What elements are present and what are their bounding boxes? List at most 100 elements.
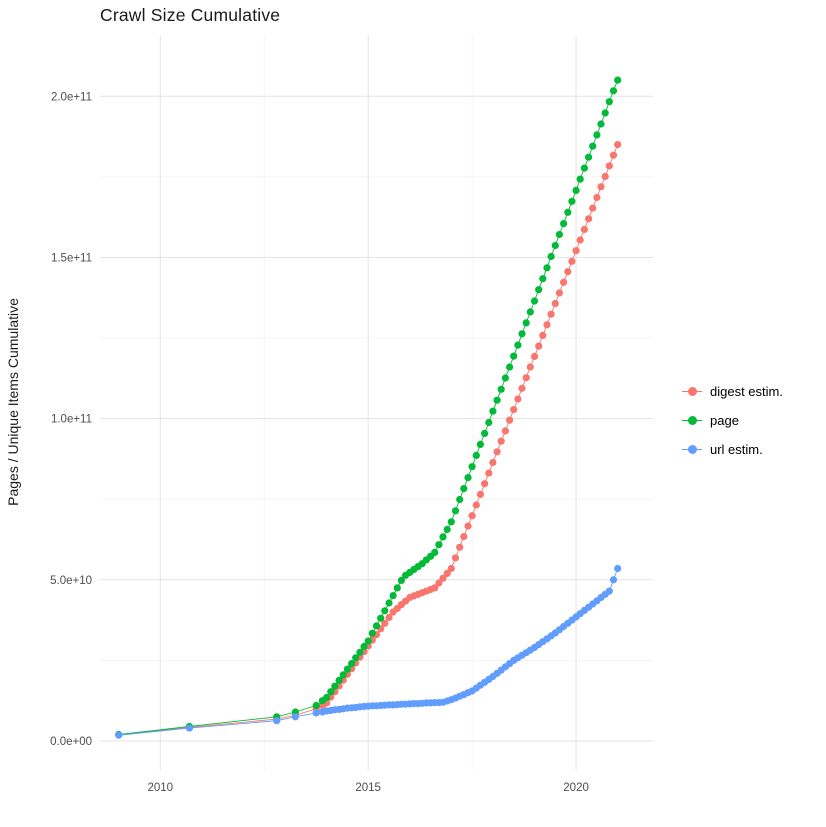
legend-item-page: page <box>682 411 783 430</box>
data-point <box>335 676 343 685</box>
data-point <box>555 230 564 239</box>
data-point <box>605 98 613 106</box>
data-point <box>506 416 514 424</box>
data-point <box>568 257 576 265</box>
data-point <box>485 418 493 427</box>
data-point <box>572 186 580 194</box>
data-point <box>530 352 539 360</box>
data-point <box>514 395 522 403</box>
x-tick-label: 2010 <box>147 782 173 794</box>
data-point <box>185 724 193 732</box>
data-point <box>447 518 455 526</box>
data-point <box>385 613 393 622</box>
data-point <box>456 543 464 551</box>
data-point <box>501 374 509 382</box>
data-point <box>381 619 389 627</box>
data-point <box>539 275 547 283</box>
data-point <box>348 660 356 668</box>
data-point <box>614 76 622 84</box>
data-point <box>385 599 393 607</box>
data-point <box>597 120 605 128</box>
data-point <box>468 512 476 520</box>
data-point <box>451 507 460 515</box>
data-point <box>493 396 501 404</box>
data-point <box>493 448 501 456</box>
data-point <box>343 665 351 673</box>
data-point <box>609 151 618 159</box>
data-point <box>485 469 493 477</box>
data-point <box>468 463 476 471</box>
data-point <box>564 208 572 216</box>
data-point <box>360 642 368 651</box>
data-point <box>372 622 381 630</box>
data-point <box>273 717 281 725</box>
data-point <box>543 321 551 329</box>
data-point <box>539 331 547 339</box>
legend-item-digest: digest estim. <box>682 382 783 401</box>
data-point <box>535 342 543 350</box>
data-point <box>460 533 468 541</box>
data-point <box>115 731 123 739</box>
data-point <box>518 330 526 338</box>
data-point <box>381 607 389 615</box>
data-point <box>489 407 497 415</box>
legend: digest estim. page url estim. <box>682 382 783 469</box>
data-point <box>572 247 580 255</box>
data-point <box>585 215 593 223</box>
data-point <box>497 385 505 393</box>
data-point <box>526 308 534 316</box>
data-point <box>522 374 530 382</box>
data-point <box>327 688 335 696</box>
y-tick-label: 1.0e+11 <box>51 414 92 426</box>
y-tick-label: 5.0e+10 <box>50 575 92 587</box>
data-point <box>605 162 613 170</box>
data-point <box>464 522 472 530</box>
legend-label-url: url estim. <box>710 442 763 457</box>
data-point <box>576 236 584 244</box>
data-point <box>510 352 518 360</box>
data-point <box>609 87 618 95</box>
data-point <box>439 533 447 541</box>
data-point <box>560 278 568 286</box>
data-point <box>555 289 564 297</box>
data-point <box>593 131 601 139</box>
y-tick-label: 0.0e+00 <box>50 736 92 748</box>
x-tick-label: 2020 <box>563 782 589 794</box>
series-points-page <box>115 76 622 739</box>
data-point <box>460 485 468 493</box>
data-point <box>431 548 439 557</box>
data-point <box>476 490 484 498</box>
data-point <box>393 584 401 592</box>
legend-dot-icon <box>687 387 697 396</box>
y-tick-label: 1.5e+11 <box>51 252 92 264</box>
data-point <box>497 437 505 445</box>
data-point <box>489 458 497 467</box>
data-point <box>312 701 320 710</box>
legend-item-url: url estim. <box>682 440 783 459</box>
y-axis-label: Pages / Unique Items Cumulative <box>5 298 21 506</box>
data-point <box>526 363 534 371</box>
data-point <box>543 264 551 272</box>
legend-key-page <box>682 413 702 429</box>
data-point <box>389 592 397 600</box>
data-point <box>535 286 543 294</box>
data-point <box>601 109 609 117</box>
data-point <box>605 587 613 595</box>
series-points-url-estim- <box>115 564 622 739</box>
data-point <box>551 299 559 308</box>
legend-dot-icon <box>687 416 697 425</box>
data-point <box>339 671 347 679</box>
x-tick-label: 2015 <box>355 782 381 794</box>
data-point <box>551 241 559 250</box>
data-point <box>560 220 568 228</box>
data-point <box>377 614 385 622</box>
data-point <box>597 183 605 191</box>
data-point <box>514 341 522 349</box>
data-point <box>530 297 539 305</box>
data-point <box>443 569 451 578</box>
data-point <box>447 564 455 573</box>
data-point <box>356 648 364 656</box>
data-point <box>547 252 555 261</box>
data-point <box>510 406 518 414</box>
